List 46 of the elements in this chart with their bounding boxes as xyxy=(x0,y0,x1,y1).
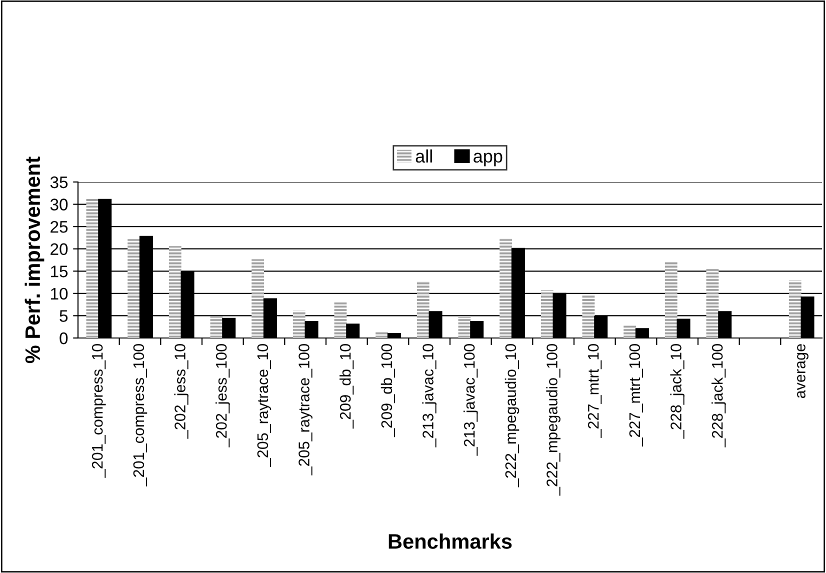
x-tick-label: _227_mtrt_10 xyxy=(588,344,602,438)
bar xyxy=(582,294,595,338)
y-tick-label: 15 xyxy=(51,266,68,278)
x-tick-label: _222_mpegaudio_10 xyxy=(504,344,520,488)
legend-label: all xyxy=(416,149,432,163)
x-tick-label: _205_raytrace_100 xyxy=(298,344,312,476)
y-tick-label: 25 xyxy=(50,220,68,233)
bar xyxy=(128,239,140,338)
y-tick-label: 10 xyxy=(51,288,68,300)
bar xyxy=(376,332,388,338)
bar xyxy=(624,325,636,338)
x-tick-label: _213_javac_10 xyxy=(422,344,436,448)
bar xyxy=(788,280,802,338)
x-tick-label: _209_db_10 xyxy=(340,344,354,429)
x-tick-label: _201_compress_10 xyxy=(92,344,106,478)
y-tick-label: 20 xyxy=(50,243,68,256)
x-tick-label: _213_javac_100 xyxy=(464,344,478,456)
x-tick-label: _201_compress_100 xyxy=(133,344,148,486)
y-tick-label: 35 xyxy=(50,176,68,188)
bar xyxy=(292,310,306,338)
x-tick-label: average xyxy=(797,344,808,398)
bar xyxy=(540,290,554,338)
x-axis-title: Benchmarks xyxy=(388,534,512,549)
x-tick-label: _228_jack_100 xyxy=(712,344,726,448)
y-tick-label: 5 xyxy=(60,310,68,322)
bar xyxy=(334,302,347,338)
bar xyxy=(458,317,471,338)
x-tick-label: _209_db_100 xyxy=(380,344,395,438)
bar xyxy=(86,198,99,338)
x-tick-label: _205_raytrace_10 xyxy=(257,344,272,467)
y-tick-label: 0 xyxy=(60,332,68,344)
bar xyxy=(168,246,182,338)
bar xyxy=(664,261,678,338)
x-tick-label: _222_mpegaudio_100 xyxy=(546,344,560,496)
x-tick-label: _228_jack_10 xyxy=(670,344,684,439)
x-tick-label: _202_jess_10 xyxy=(174,344,188,439)
bar xyxy=(252,259,264,338)
y-tick-label: 30 xyxy=(50,198,68,210)
bar xyxy=(500,238,512,338)
bar xyxy=(706,268,719,338)
legend-label: app xyxy=(474,152,502,166)
x-tick-label: _202_jess_100 xyxy=(216,344,230,448)
bar xyxy=(210,316,223,338)
bar xyxy=(416,280,430,338)
y-axis-title: % Perf. improvement xyxy=(24,156,44,364)
x-tick-label: _227_mtrt_100 xyxy=(629,344,643,446)
